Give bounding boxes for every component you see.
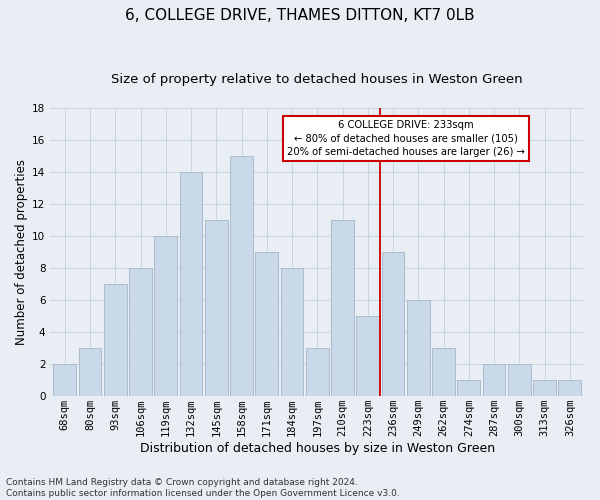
Bar	[457, 380, 480, 396]
Bar	[533, 380, 556, 396]
Bar	[281, 268, 304, 396]
Bar	[104, 284, 127, 396]
Bar	[154, 236, 177, 396]
Bar	[407, 300, 430, 396]
Bar	[559, 380, 581, 396]
Bar	[331, 220, 354, 396]
Bar	[356, 316, 379, 396]
Bar	[256, 252, 278, 396]
Bar	[79, 348, 101, 396]
Text: 6, COLLEGE DRIVE, THAMES DITTON, KT7 0LB: 6, COLLEGE DRIVE, THAMES DITTON, KT7 0LB	[125, 8, 475, 22]
Bar	[129, 268, 152, 396]
Bar	[306, 348, 329, 396]
Text: 6 COLLEGE DRIVE: 233sqm
← 80% of detached houses are smaller (105)
20% of semi-d: 6 COLLEGE DRIVE: 233sqm ← 80% of detache…	[287, 120, 524, 156]
Bar	[205, 220, 227, 396]
Bar	[230, 156, 253, 396]
Bar	[508, 364, 531, 396]
Bar	[179, 172, 202, 396]
Title: Size of property relative to detached houses in Weston Green: Size of property relative to detached ho…	[112, 72, 523, 86]
Text: Contains HM Land Registry data © Crown copyright and database right 2024.
Contai: Contains HM Land Registry data © Crown c…	[6, 478, 400, 498]
Y-axis label: Number of detached properties: Number of detached properties	[15, 159, 28, 345]
X-axis label: Distribution of detached houses by size in Weston Green: Distribution of detached houses by size …	[140, 442, 495, 455]
Bar	[53, 364, 76, 396]
Bar	[483, 364, 505, 396]
Bar	[432, 348, 455, 396]
Bar	[382, 252, 404, 396]
